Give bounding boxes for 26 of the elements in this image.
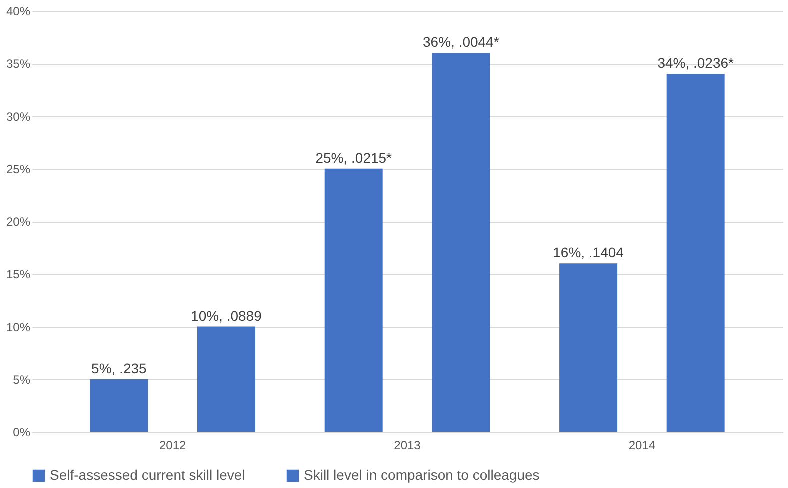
y-tick-label: 35% bbox=[6, 57, 31, 72]
x-tick-label: 2014 bbox=[628, 438, 656, 452]
data-label: 25%, .0215* bbox=[316, 150, 393, 166]
bar bbox=[432, 53, 490, 432]
y-tick-label: 20% bbox=[6, 215, 31, 229]
bar bbox=[324, 168, 383, 432]
bar bbox=[666, 74, 725, 432]
bar bbox=[560, 264, 618, 432]
bar bbox=[197, 326, 256, 432]
x-tick-label: 2013 bbox=[394, 438, 422, 452]
bar bbox=[90, 379, 148, 432]
data-label: 5%, .235 bbox=[92, 360, 148, 376]
legend-label: Skill level in comparison to colleagues bbox=[304, 467, 540, 483]
y-tick-label: 40% bbox=[6, 4, 31, 18]
y-tick-label: 25% bbox=[6, 162, 31, 176]
y-tick-label: 15% bbox=[6, 268, 31, 282]
data-label: 16%, .1404 bbox=[553, 244, 624, 261]
y-tick-label: 5% bbox=[13, 372, 31, 387]
data-label: 10%, .0889 bbox=[191, 308, 262, 324]
data-label: 34%, .0236* bbox=[658, 55, 735, 72]
y-tick-label: 10% bbox=[6, 320, 31, 334]
x-tick-label: 2012 bbox=[159, 438, 186, 452]
data-label: 36%, .0044* bbox=[422, 34, 500, 50]
y-tick-label: 30% bbox=[6, 110, 31, 124]
legend-label: Self-assessed current skill level bbox=[50, 467, 246, 483]
y-tick-label: 0% bbox=[13, 426, 31, 440]
